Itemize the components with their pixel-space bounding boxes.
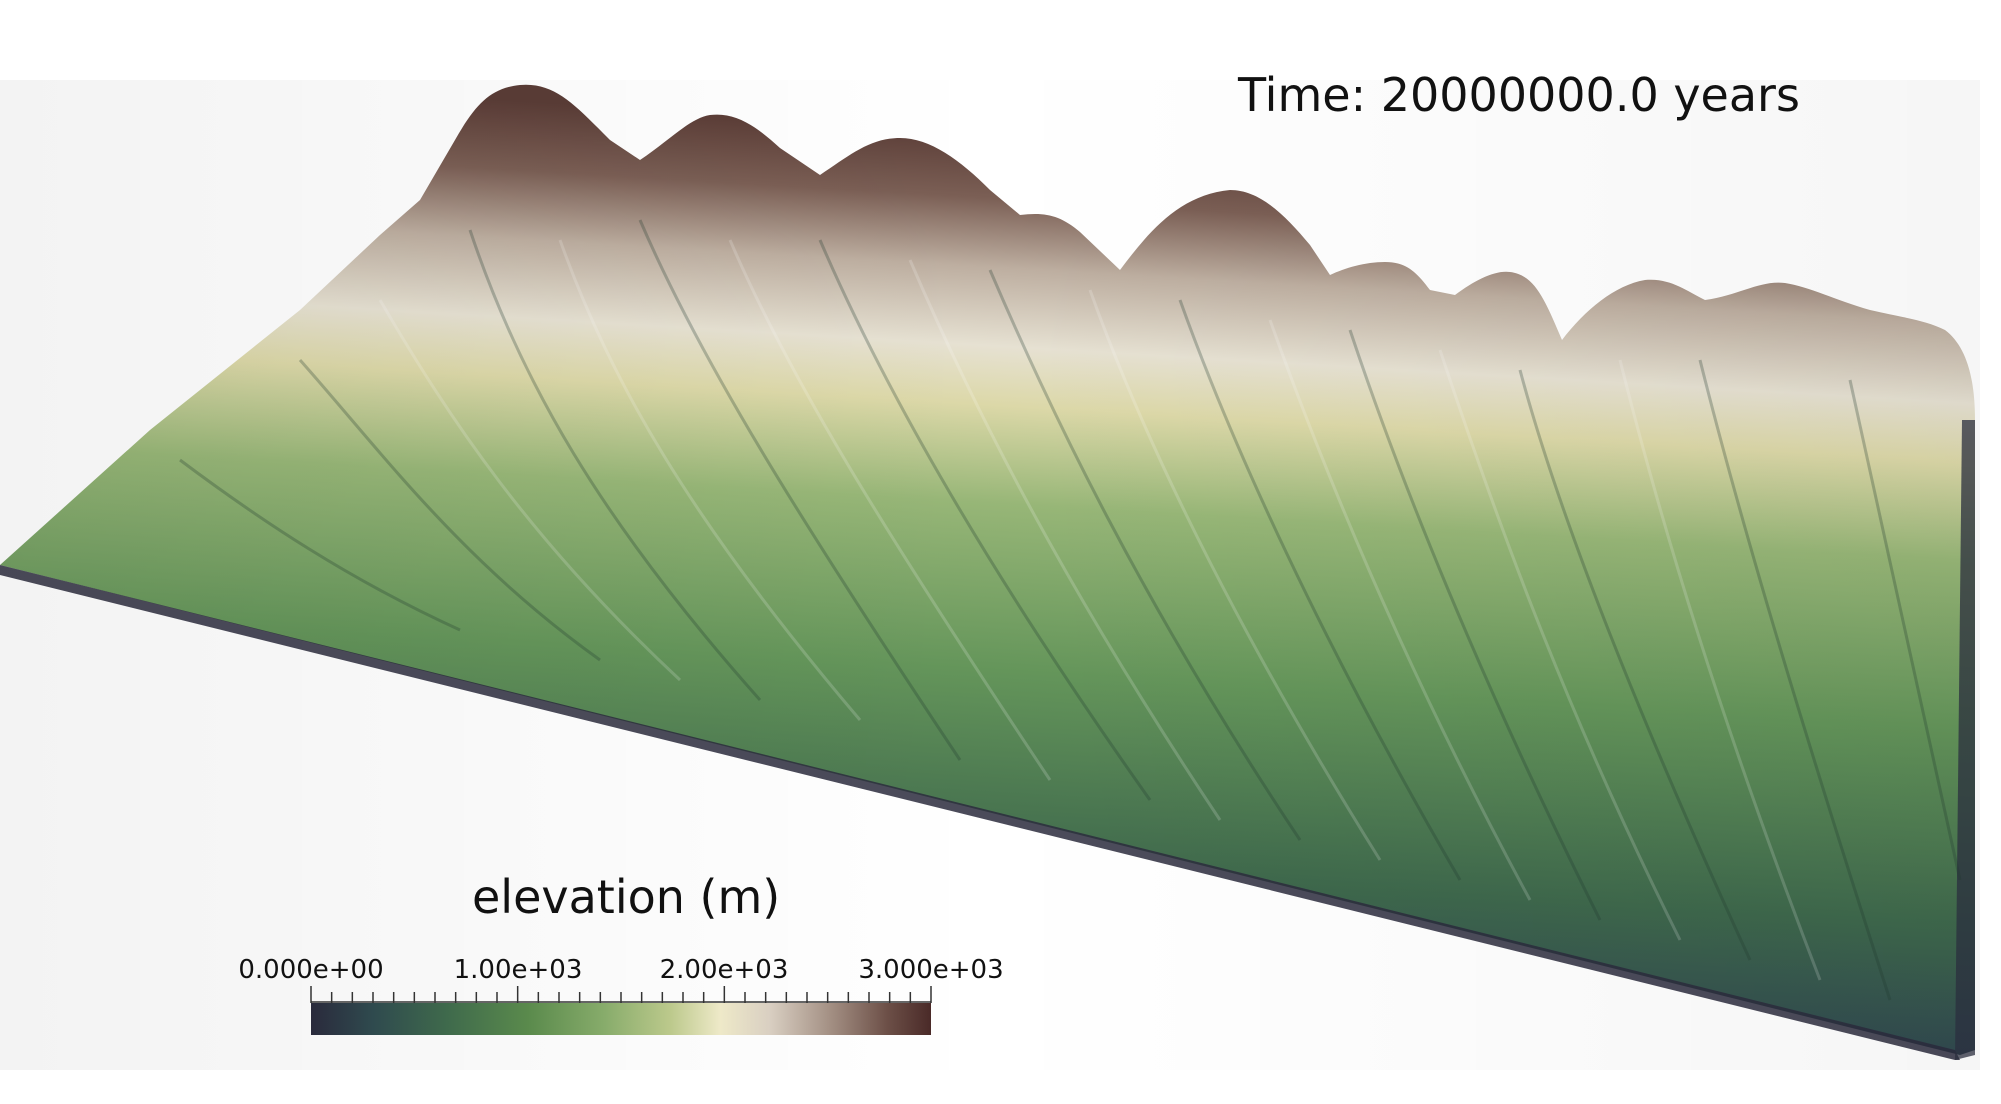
colorbar-title: elevation (m) bbox=[472, 870, 781, 924]
terrain-surface bbox=[0, 80, 1980, 1070]
colorbar-tick-label-0: 0.000e+00 bbox=[238, 955, 384, 985]
colorbar-tick-label-3: 3.000e+03 bbox=[858, 955, 1004, 985]
colorbar-gradient bbox=[311, 1003, 931, 1035]
colorbar-tick-label-2: 2.00e+03 bbox=[659, 955, 789, 985]
colorbar-tick-label-1: 1.00e+03 bbox=[453, 955, 583, 985]
colorbar-ticks bbox=[310, 986, 932, 1003]
time-label: Time: 20000000.0 years bbox=[1238, 68, 1800, 122]
colorbar bbox=[310, 986, 932, 1035]
